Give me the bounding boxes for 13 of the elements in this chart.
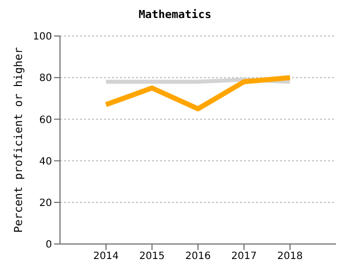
y-tick-label: 100 xyxy=(32,32,52,43)
y-axis-title: Percent proficient or higher xyxy=(12,46,25,233)
x-tick-label: 2018 xyxy=(277,251,303,262)
x-tick-label: 2017 xyxy=(231,251,257,262)
x-tick-label: 2014 xyxy=(93,251,119,262)
x-tick-label: 2015 xyxy=(139,251,165,262)
y-tick-label: 60 xyxy=(39,114,52,126)
x-tick-label: 2016 xyxy=(185,251,211,262)
y-tick-label: 20 xyxy=(39,198,52,209)
y-tick-label: 40 xyxy=(39,156,52,168)
chart-title: Mathematics xyxy=(138,8,212,23)
y-tick-label: 80 xyxy=(39,73,52,84)
y-tick-label: 0 xyxy=(46,240,52,251)
